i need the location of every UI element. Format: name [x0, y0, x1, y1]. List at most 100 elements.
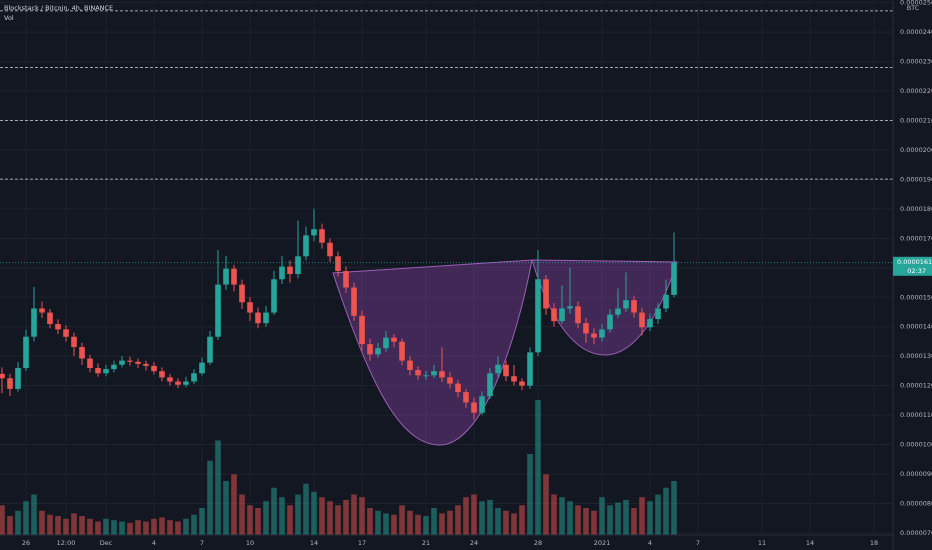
- volume-bar: [39, 510, 45, 535]
- volume-bar: [0, 505, 5, 535]
- y-tick-label: 0.00002400: [900, 28, 932, 36]
- volume-bar: [247, 505, 253, 535]
- candle-body: [599, 329, 605, 338]
- volume-bar: [663, 487, 669, 535]
- volume-bar: [79, 516, 85, 535]
- volume-bar: [623, 499, 629, 535]
- volume-bar: [95, 521, 101, 535]
- volume-bar: [431, 508, 437, 535]
- candle-body: [151, 365, 157, 372]
- volume-bar: [7, 516, 13, 535]
- candle-body: [591, 333, 597, 338]
- volume-bar: [575, 505, 581, 535]
- candle-body: [631, 300, 637, 313]
- candle-body: [663, 294, 669, 309]
- volume-bar: [151, 518, 157, 535]
- candle-body: [159, 371, 165, 378]
- candle-body: [63, 329, 69, 337]
- candle-body: [391, 337, 397, 342]
- candle-body: [535, 279, 541, 353]
- candle-body: [423, 375, 429, 377]
- y-tick-label: 0.00002100: [900, 116, 932, 124]
- candle-body: [287, 266, 293, 274]
- x-tick-label: 26: [22, 539, 30, 547]
- volume-bar: [399, 505, 405, 535]
- volume-bar: [327, 501, 333, 535]
- volume-bar: [319, 497, 325, 535]
- candle-body: [207, 336, 213, 363]
- candle-body: [271, 279, 277, 313]
- volume-bar: [567, 501, 573, 535]
- candle-body: [623, 300, 629, 309]
- volume-bar: [335, 505, 341, 535]
- volume-bar: [527, 454, 533, 535]
- x-tick-label: 7: [696, 539, 700, 547]
- volume-bar: [295, 494, 301, 535]
- candle-body: [439, 371, 445, 378]
- y-tick-label: 0.00001500: [900, 293, 932, 301]
- candle-body: [215, 284, 221, 337]
- volume-bars: [0, 400, 677, 535]
- candle-body: [191, 373, 197, 382]
- candle-body: [551, 308, 557, 322]
- candle-body: [455, 383, 461, 393]
- candle-body: [0, 373, 5, 379]
- candle-body: [311, 229, 317, 236]
- candle-body: [479, 396, 485, 413]
- candle-body: [47, 312, 53, 325]
- volume-bar: [263, 501, 269, 535]
- x-tick-label: 10: [246, 539, 254, 547]
- y-tick-label: 0.00001100: [900, 411, 932, 419]
- candle-body: [495, 364, 501, 374]
- candle-body: [615, 308, 621, 315]
- last-price-label: 0.00001617: [897, 258, 932, 266]
- volume-legend: Vol: [4, 14, 14, 22]
- candle-body: [407, 360, 413, 371]
- y-tick-label: 0.00001900: [900, 175, 932, 183]
- candle-body: [343, 271, 349, 288]
- volume-bar: [63, 518, 69, 535]
- x-tick-label: 17: [358, 539, 366, 547]
- x-tick-label: 4: [648, 539, 652, 547]
- volume-bar: [479, 501, 485, 535]
- y-tick-label: 0.00001300: [900, 352, 932, 360]
- candle-body: [175, 381, 181, 385]
- volume-bar: [375, 510, 381, 535]
- volume-bar: [191, 514, 197, 535]
- x-tick-label: 12:00: [57, 539, 76, 547]
- volume-bar: [423, 516, 429, 535]
- volume-bar: [543, 474, 549, 535]
- candle-body: [543, 279, 549, 309]
- volume-bar: [127, 522, 133, 535]
- volume-bar: [71, 513, 77, 535]
- volume-bar: [287, 505, 293, 535]
- volume-bar: [111, 520, 117, 535]
- volume-bar: [655, 494, 661, 535]
- volume-bar: [103, 518, 109, 535]
- volume-bar: [311, 491, 317, 535]
- candle-body: [463, 392, 469, 403]
- volume-bar: [631, 508, 637, 535]
- y-tick-label: 0.00001700: [900, 234, 932, 242]
- volume-bar: [511, 513, 517, 535]
- volume-bar: [199, 508, 205, 535]
- volume-bar: [599, 497, 605, 535]
- candle-body: [55, 324, 61, 330]
- volume-bar: [463, 497, 469, 535]
- volume-bar: [47, 514, 53, 535]
- y-tick-label: 0.00001800: [900, 205, 932, 213]
- x-tick-label: 14: [310, 539, 318, 547]
- volume-bar: [415, 514, 421, 535]
- candle-body: [199, 362, 205, 374]
- candle-body: [359, 315, 365, 345]
- y-tick-label: 0.00001000: [900, 441, 932, 449]
- volume-bar: [87, 518, 93, 535]
- volume-bar: [591, 510, 597, 535]
- candle-body: [31, 308, 37, 337]
- volume-bar: [583, 508, 589, 535]
- volume-bar: [407, 510, 413, 535]
- candle-body: [167, 377, 173, 382]
- candle-body: [183, 381, 189, 385]
- candle-body: [143, 363, 149, 366]
